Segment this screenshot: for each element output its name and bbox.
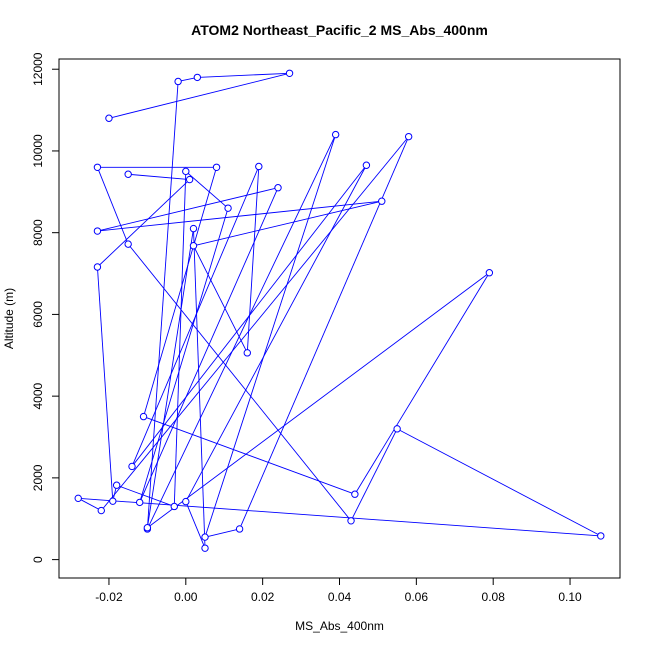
x-tick-label: 0.10	[558, 590, 582, 604]
series-segment	[146, 81, 179, 529]
x-tick-label: 0.04	[328, 590, 352, 604]
y-axis-label: Altitude (m)	[2, 288, 16, 349]
series-segment	[197, 72, 290, 78]
y-tick-label: 10000	[31, 134, 45, 168]
data-point	[93, 263, 102, 271]
series-segment	[185, 501, 206, 549]
data-point	[174, 77, 182, 86]
data-point	[93, 227, 102, 235]
x-tick-label: 0.08	[482, 590, 506, 604]
series-segment	[97, 200, 382, 232]
y-tick-label: 0	[31, 556, 45, 563]
data-point	[201, 544, 209, 552]
data-point	[170, 502, 178, 511]
data-point	[235, 525, 244, 533]
y-axis: 0 2000 4000 6000 8000 10000 12000	[31, 52, 60, 563]
data-point	[112, 481, 121, 489]
x-tick-label: 0.00	[174, 590, 198, 604]
series-segment	[143, 167, 217, 417]
data-point	[128, 462, 136, 471]
data-point	[182, 497, 190, 506]
data-point	[105, 114, 113, 122]
series-segment	[396, 428, 601, 537]
series-segment	[143, 416, 356, 495]
y-tick-label: 4000	[31, 382, 45, 409]
data-point	[274, 184, 282, 192]
y-tick-label: 8000	[31, 219, 45, 246]
x-tick-label: 0.06	[405, 590, 429, 604]
series-segment	[146, 228, 194, 528]
series-segment	[139, 208, 229, 503]
data-series	[74, 69, 605, 552]
data-point	[393, 425, 401, 433]
series-segment	[239, 136, 410, 530]
x-axis: -0.02 0.00 0.02 0.04 0.06 0.08 0.10	[95, 577, 582, 604]
chart-title: ATOM2 Northeast_Pacific_2 MS_Abs_400nm	[191, 22, 488, 38]
data-point	[143, 524, 152, 532]
series-segment	[127, 243, 352, 522]
data-point	[351, 490, 359, 498]
series-segment	[139, 187, 279, 503]
series-segment	[173, 171, 187, 507]
series-segment	[100, 136, 410, 511]
plot-area-border	[58, 58, 621, 579]
series-segment	[193, 245, 248, 354]
series-segment	[116, 484, 175, 507]
data-point	[597, 532, 605, 540]
data-point	[331, 130, 340, 139]
series-segment	[78, 497, 601, 537]
data-point	[212, 163, 221, 171]
data-point	[255, 162, 263, 171]
x-tick-label: -0.02	[95, 590, 123, 604]
data-point	[193, 73, 202, 82]
data-point	[182, 167, 190, 176]
data-point	[93, 163, 102, 171]
series-segment	[97, 187, 279, 232]
series-segment	[185, 165, 367, 502]
series-segment	[146, 134, 337, 530]
data-point	[224, 204, 232, 212]
data-point	[185, 175, 194, 184]
series-segment	[193, 200, 382, 247]
data-point	[285, 69, 294, 78]
data-point	[243, 349, 251, 357]
series-segment	[354, 272, 490, 495]
series-segment	[246, 166, 260, 353]
series-segment	[96, 266, 114, 502]
x-axis-label: MS_Abs_400nm	[295, 619, 384, 633]
data-point	[378, 197, 386, 205]
data-point	[109, 497, 117, 505]
data-point	[189, 242, 198, 250]
y-tick-label: 6000	[31, 301, 45, 328]
data-point	[485, 269, 494, 277]
y-tick-label: 2000	[31, 464, 45, 491]
data-point	[139, 412, 148, 421]
data-point	[201, 533, 209, 541]
series-segment	[185, 171, 229, 209]
series-segment	[204, 528, 240, 538]
x-tick-label: 0.02	[251, 590, 275, 604]
series-segment	[97, 179, 190, 268]
data-point	[135, 498, 144, 507]
data-point	[97, 506, 105, 515]
series-segment	[193, 228, 206, 549]
series-segment	[147, 272, 490, 529]
data-point	[189, 224, 198, 233]
series-segment	[97, 167, 129, 245]
series-segment	[128, 173, 190, 181]
data-point	[74, 494, 82, 503]
data-point	[404, 132, 413, 141]
series-segment	[108, 72, 290, 119]
y-tick-label: 12000	[31, 52, 45, 86]
data-point	[362, 161, 371, 169]
data-point	[347, 517, 355, 525]
series-segment	[78, 497, 102, 511]
data-point	[124, 170, 132, 178]
series-segment	[350, 428, 398, 521]
data-point	[124, 240, 132, 248]
series-segment	[204, 134, 337, 538]
